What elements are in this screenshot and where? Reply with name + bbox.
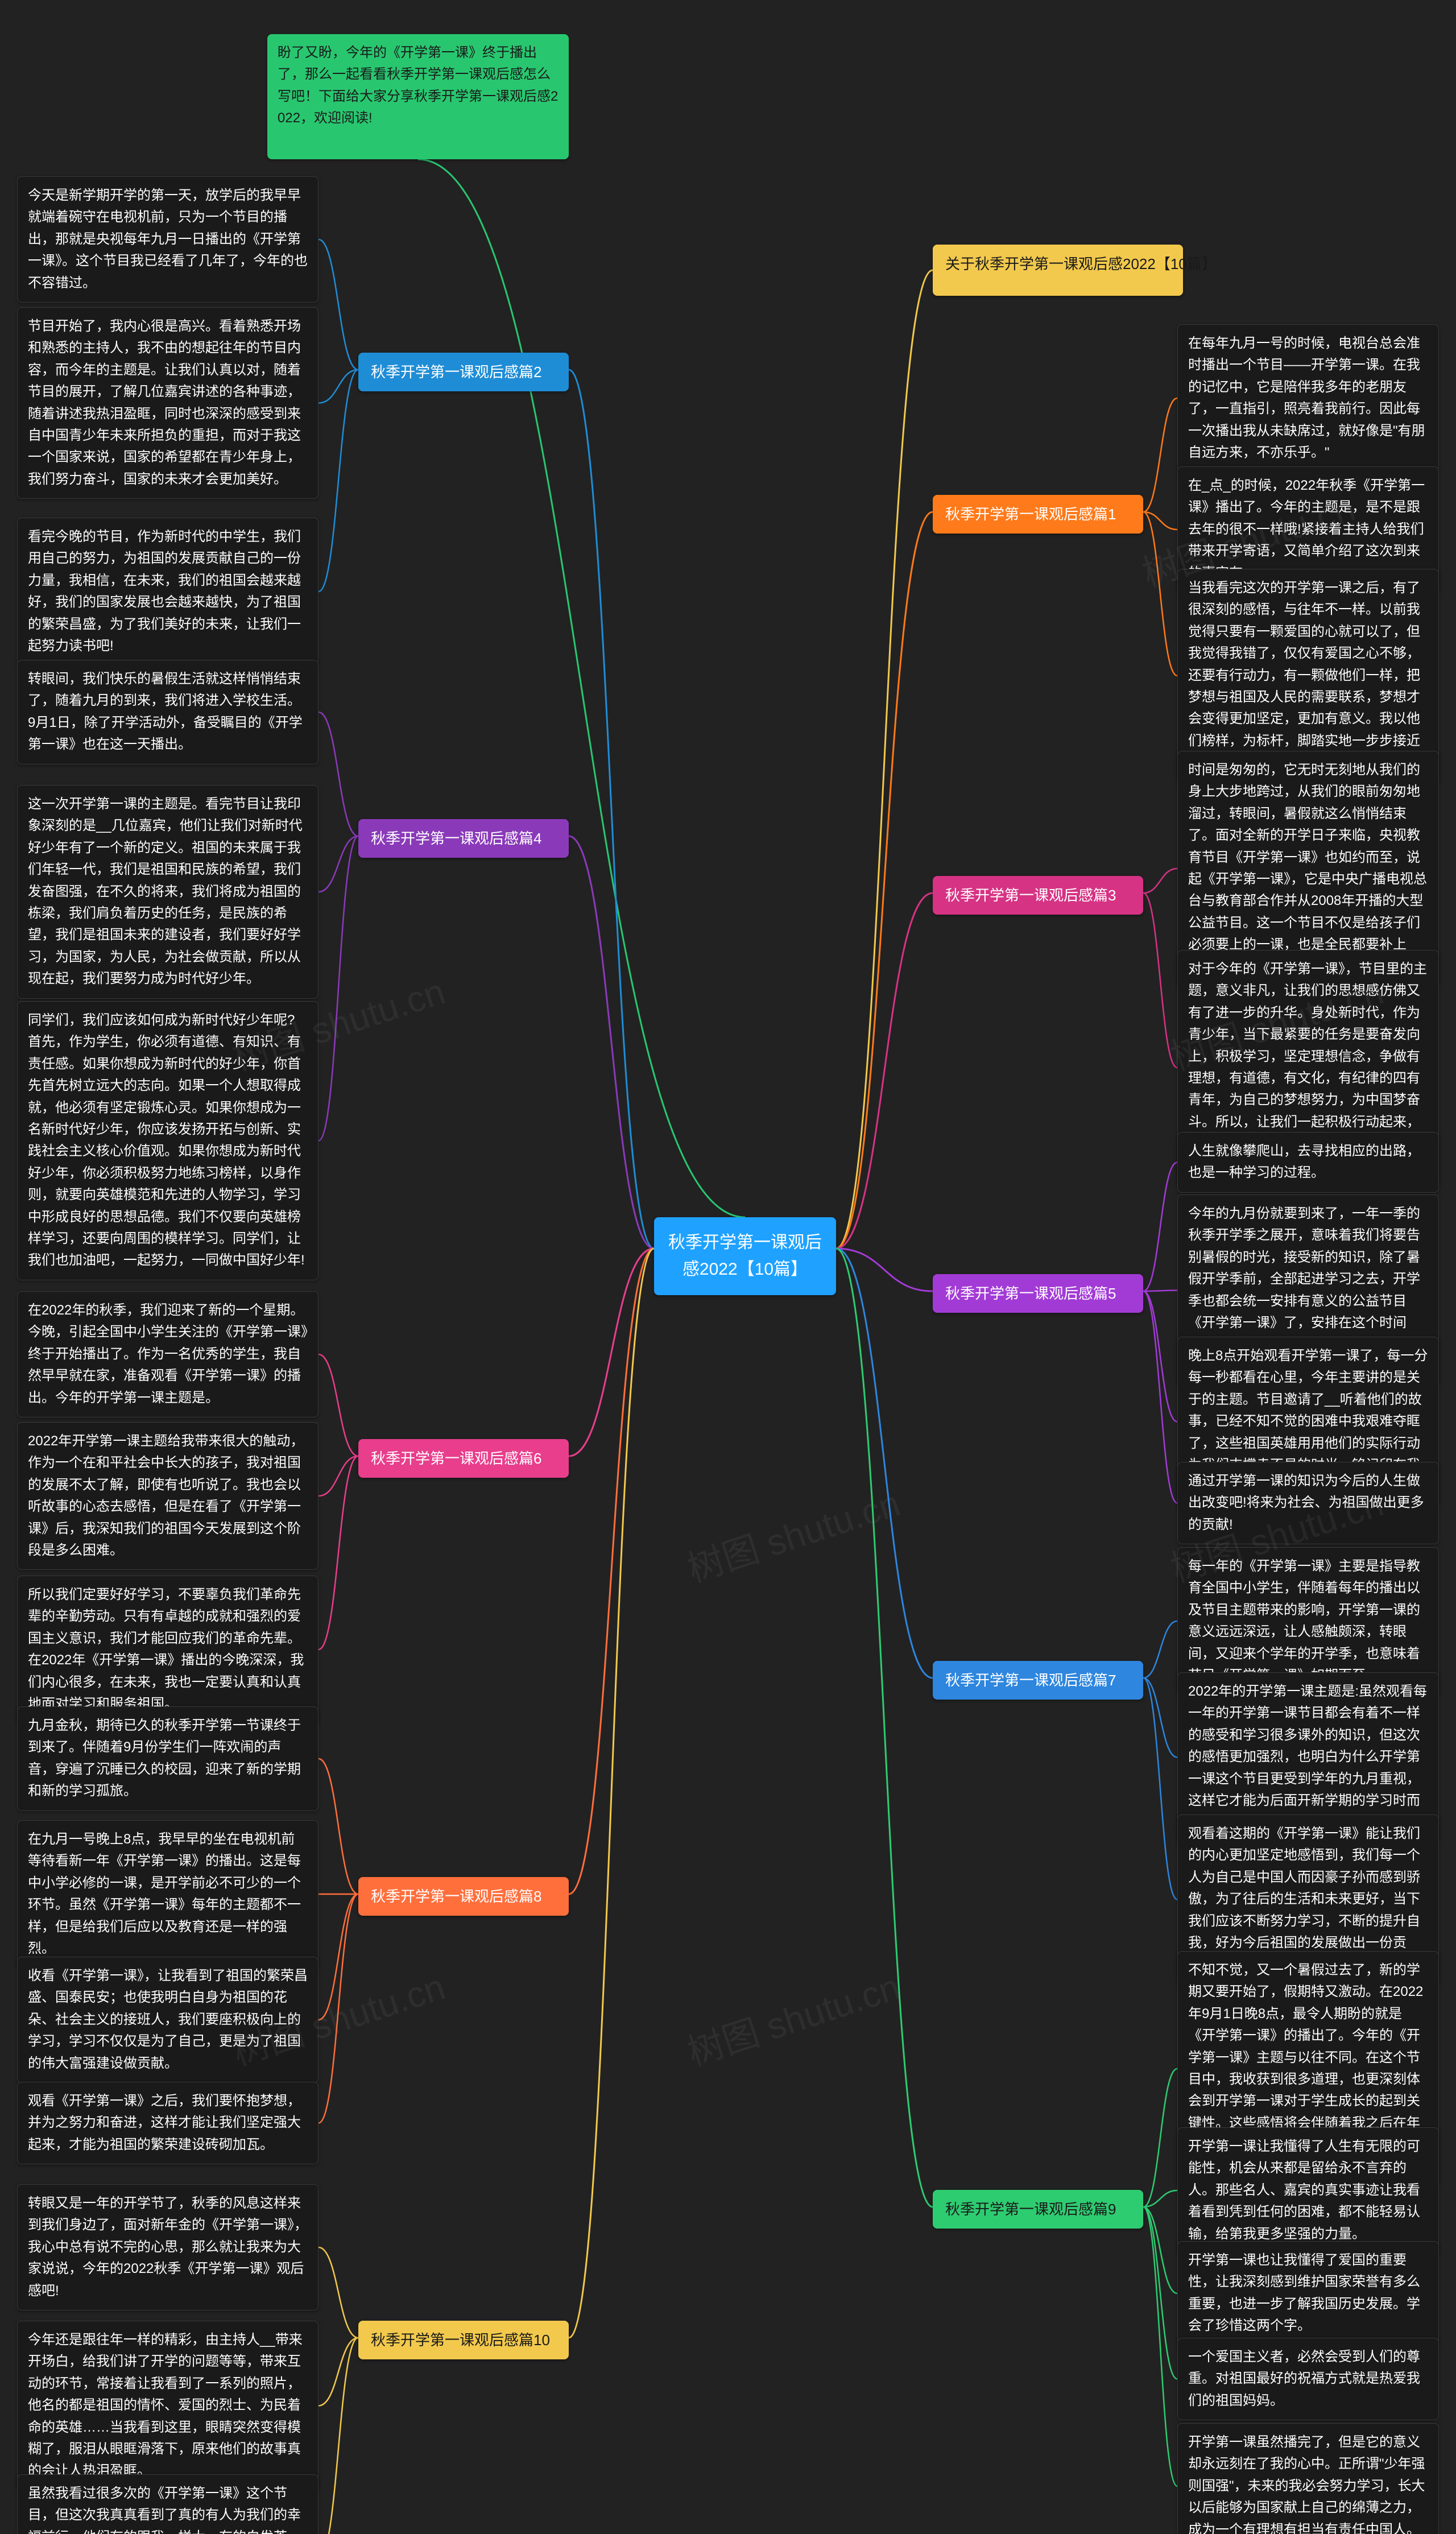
leaf-b6-2: 所以我们定要好好学习，不要辜负我们革命先辈的辛勤劳动。只有有卓越的成就和强烈的爱… — [17, 1576, 318, 1723]
leaf-b9-2: 开学第一课也让我懂得了爱国的重要性，让我深刻感到维护国家荣誉有多么重要，也进一步… — [1177, 2241, 1439, 2346]
branch-b10: 秋季开学第一课观后感篇10 — [358, 2321, 569, 2359]
leaf-b8-0: 九月金秋，期待已久的秋季开学第一节课终于到来了。伴随着9月份学生们一阵欢闹的声音… — [17, 1706, 318, 1811]
leaf-b9-3: 一个爱国主义者，必然会受到人们的尊重。对祖国最好的祝福方式就是热爱我们的祖国妈妈… — [1177, 2338, 1439, 2420]
leaf-b8-3: 观看《开学第一课》之后，我们要怀抱梦想，并为之努力和奋进，这样才能让我们坚定强大… — [17, 2082, 318, 2164]
leaf-b6-1: 2022年开学第一课主题给我带来很大的触动，作为一个在和平社会中长大的孩子，我对… — [17, 1422, 318, 1570]
center-node: 秋季开学第一课观后感2022【10篇】 — [654, 1217, 836, 1295]
leaf-b2-2: 看完今晚的节目，作为新时代的中学生，我们用自己的努力，为祖国的发展贡献自己的一份… — [17, 518, 318, 665]
watermark: 树图 shutu.cn — [680, 1958, 905, 2076]
watermark: 树图 shutu.cn — [680, 1474, 905, 1592]
branch-b6: 秋季开学第一课观后感篇6 — [358, 1439, 569, 1478]
branch-b3: 秋季开学第一课观后感篇3 — [933, 876, 1143, 915]
related-node: 关于秋季开学第一课观后感2022【10篇】 — [933, 245, 1183, 296]
branch-b9: 秋季开学第一课观后感篇9 — [933, 2190, 1143, 2229]
leaf-b8-2: 收看《开学第一课》，让我看到了祖国的繁荣昌盛、国泰民安；也使我明白自身为祖国的花… — [17, 1957, 318, 2083]
leaf-b4-1: 这一次开学第一课的主题是。看完节目让我印象深刻的是__几位嘉宾，他们让我们对新时… — [17, 785, 318, 999]
leaf-b8-1: 在九月一号晚上8点，我早早的坐在电视机前等待看新一年《开学第一课》的播出。这是每… — [17, 1820, 318, 1968]
leaf-b5-3: 通过开学第一课的知识为今后的人生做出改变吧!将来为社会、为祖国做出更多的贡献! — [1177, 1462, 1439, 1544]
branch-b4: 秋季开学第一课观后感篇4 — [358, 819, 569, 858]
leaf-b6-0: 在2022年的秋季，我们迎来了新的一个星期。今晚，引起全国中小学生关注的《开学第… — [17, 1291, 318, 1417]
leaf-b10-2: 虽然我看过很多次的《开学第一课》这个节目，但这次我真真看到了真的有人为我们的幸福… — [17, 2474, 318, 2534]
leaf-b10-1: 今年还是跟往年一样的精彩，由主持人__带来开场白，给我们讲了开学的问题等等，带来… — [17, 2321, 318, 2491]
branch-b8: 秋季开学第一课观后感篇8 — [358, 1877, 569, 1916]
branch-b1: 秋季开学第一课观后感篇1 — [933, 495, 1143, 534]
leaf-b2-0: 今天是新学期开学的第一天，放学后的我早早就端着碗守在电视机前，只为一个节目的播出… — [17, 176, 318, 303]
leaf-b5-0: 人生就像攀爬山，去寻找相应的出路，也是一种学习的过程。 — [1177, 1132, 1439, 1193]
leaf-b10-0: 转眼又是一年的开学节了，秋季的风息这样来到我们身边了，面对新年金的《开学第一课》… — [17, 2184, 318, 2310]
branch-b7: 秋季开学第一课观后感篇7 — [933, 1661, 1143, 1700]
leaf-b4-0: 转眼间，我们快乐的暑假生活就这样悄悄结束了，随着九月的到来，我们将进入学校生活。… — [17, 660, 318, 764]
leaf-b4-2: 同学们，我们应该如何成为新时代好少年呢?首先，作为学生，你必须有道德、有知识、有… — [17, 1001, 318, 1280]
leaf-b9-1: 开学第一课让我懂得了人生有无限的可能性，机会从来都是留给永不言弃的人。那些名人、… — [1177, 2127, 1439, 2254]
intro-node: 盼了又盼，今年的《开学第一课》终于播出了，那么一起看看秋季开学第一课观后感怎么写… — [267, 34, 569, 159]
leaf-b1-0: 在每年九月一号的时候，电视台总会准时播出一个节目——开学第一课。在我的记忆中，它… — [1177, 324, 1439, 472]
branch-b5: 秋季开学第一课观后感篇5 — [933, 1274, 1143, 1313]
branch-b2: 秋季开学第一课观后感篇2 — [358, 353, 569, 391]
leaf-b9-4: 开学第一课虽然播完了，但是它的意义却永远刻在了我的心中。正所谓"少年强则国强"，… — [1177, 2423, 1439, 2534]
leaf-b2-1: 节目开始了，我内心很是高兴。看着熟悉开场和熟悉的主持人，我不由的想起往年的节目内… — [17, 307, 318, 499]
